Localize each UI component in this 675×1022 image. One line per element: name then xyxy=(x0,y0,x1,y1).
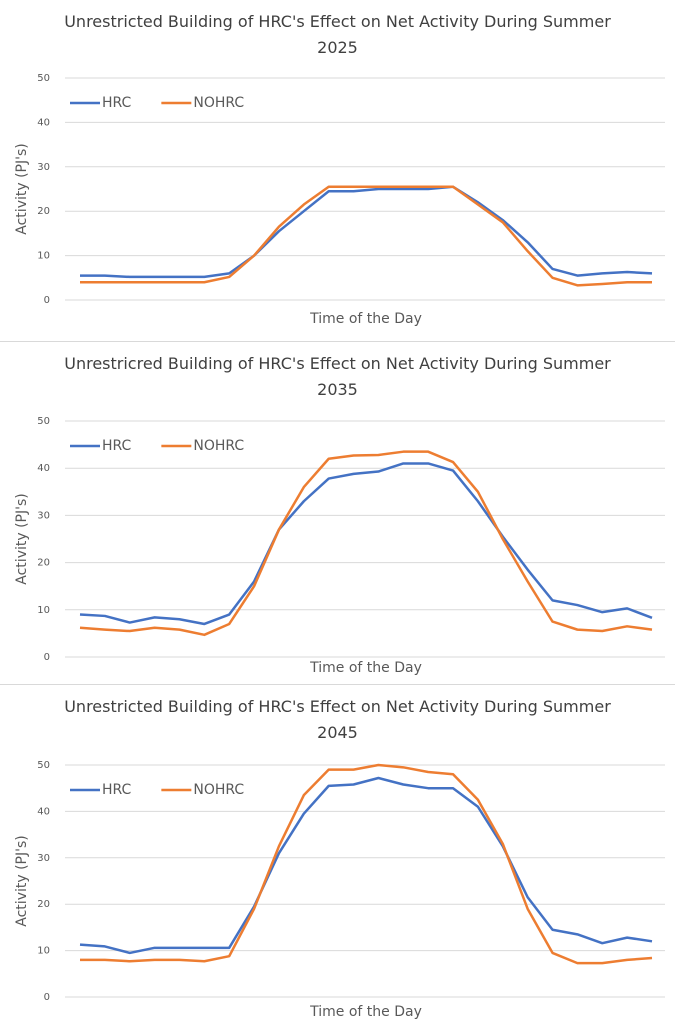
chart: 0 10 20 30 40 50 Activity (PJ's) Time of the Da… xyxy=(14,73,665,327)
y-tick-label: 50 xyxy=(37,416,50,427)
series-line xyxy=(80,185,653,279)
y-tick-label: 20 xyxy=(37,899,50,910)
legend-label: NOHRC xyxy=(193,95,244,111)
y-tick-label: 0 xyxy=(44,992,50,1003)
chart-panel: Unrestricted Building of HRC's Effect on… xyxy=(0,685,675,1022)
y-tick-label: 30 xyxy=(37,510,50,521)
chart-title: Unrestricred Building of HRC's Effect on… xyxy=(64,354,611,399)
legend-label: HRC xyxy=(102,782,132,798)
y-axis-title: Activity (PJ's) xyxy=(14,493,30,584)
y-tick-label: 50 xyxy=(37,760,50,771)
y-tick-label: 40 xyxy=(37,806,50,817)
series-line xyxy=(79,450,653,637)
legend-label: NOHRC xyxy=(193,782,244,798)
y-tick-label: 10 xyxy=(37,251,50,262)
x-axis-title: Time of the Day xyxy=(309,1004,422,1020)
y-tick-label: 10 xyxy=(37,946,50,957)
chart: 0 10 20 30 40 50 Activity (PJ's) Time of the Da… xyxy=(14,416,665,676)
series-line xyxy=(80,185,652,287)
y-tick-label: 0 xyxy=(44,652,50,663)
chart-title: Unrestricted Building of HRC's Effect on… xyxy=(64,697,611,742)
x-axis-title: Time of the Day xyxy=(309,311,422,327)
x-axis-title: Time of the Day xyxy=(309,660,422,676)
series-line xyxy=(79,462,653,626)
legend-label: HRC xyxy=(102,95,132,111)
y-tick-label: 30 xyxy=(37,162,50,173)
legend-label: HRC xyxy=(102,438,132,454)
y-axis-title: Activity (PJ's) xyxy=(14,835,30,926)
y-tick-label: 50 xyxy=(37,73,50,84)
y-tick-label: 0 xyxy=(44,295,50,306)
legend-label: NOHRC xyxy=(193,438,244,454)
series-line xyxy=(79,776,653,955)
chart-title: Unrestricted Building of HRC's Effect on… xyxy=(64,12,611,57)
y-tick-label: 20 xyxy=(37,558,50,569)
chart-panel: Unrestricted Building of HRC's Effect on… xyxy=(0,0,675,342)
y-tick-label: 20 xyxy=(37,206,50,217)
chart-panel: Unrestricred Building of HRC's Effect on… xyxy=(0,342,675,685)
y-tick-label: 40 xyxy=(37,463,50,474)
y-tick-label: 40 xyxy=(37,117,50,128)
chart: 0 10 20 30 40 50 Activity (PJ's) Time of the Da… xyxy=(14,760,665,1020)
y-axis-title: Activity (PJ's) xyxy=(14,143,30,234)
y-tick-label: 10 xyxy=(37,605,50,616)
series-line xyxy=(80,763,653,965)
y-tick-label: 30 xyxy=(37,853,50,864)
